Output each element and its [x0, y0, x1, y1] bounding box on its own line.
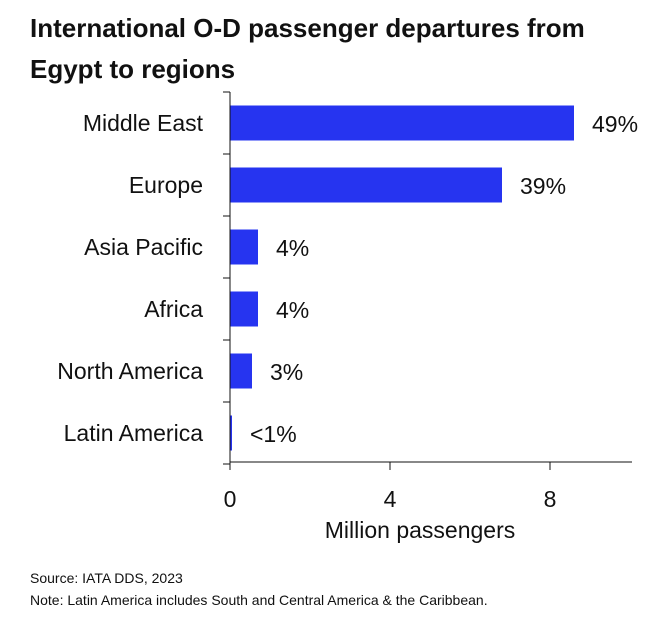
bar-north-america	[230, 353, 252, 389]
bar-africa	[230, 291, 258, 327]
bar-europe	[230, 167, 502, 203]
category-label: Africa	[144, 296, 203, 322]
chart-title: International O-D passenger departures f…	[30, 13, 585, 84]
bar-middle-east	[230, 105, 574, 141]
footnote: Note: Latin America includes South and C…	[30, 592, 488, 608]
bar-latin-america	[230, 415, 232, 451]
x-axis-label: Million passengers	[325, 517, 515, 543]
category-label: North America	[57, 358, 203, 384]
data-label: 3%	[270, 359, 303, 385]
x-tick-label: 4	[384, 486, 397, 512]
bar-asia-pacific	[230, 229, 258, 265]
data-label: 4%	[276, 235, 309, 261]
bar-chart: Middle East 49% Europe 39% Asia Pacific 4% Afr…	[57, 91, 638, 543]
category-label: Latin America	[64, 420, 204, 446]
data-label: 49%	[592, 111, 638, 137]
category-label: Asia Pacific	[84, 234, 203, 260]
data-label: 4%	[276, 297, 309, 323]
category-label: Middle East	[83, 110, 204, 136]
x-tick-label: 0	[224, 486, 237, 512]
source-note: Source: IATA DDS, 2023	[30, 570, 183, 586]
data-label: <1%	[250, 421, 297, 447]
data-label: 39%	[520, 173, 566, 199]
x-tick-label: 8	[544, 486, 557, 512]
category-label: Europe	[129, 172, 203, 198]
